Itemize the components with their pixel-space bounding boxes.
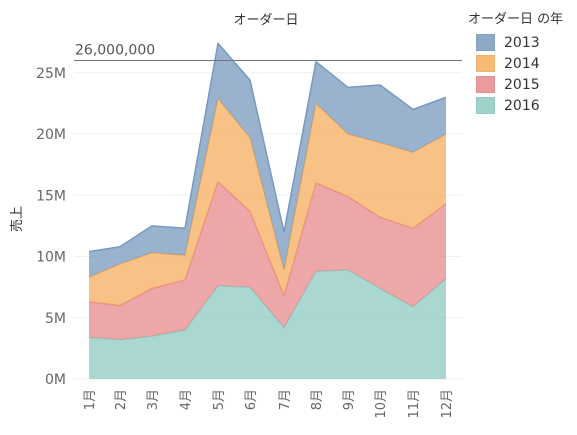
x-tick-label: 4月 (179, 389, 194, 410)
legend-label: 2013 (504, 34, 540, 51)
area-line-2013 (88, 42, 447, 253)
x-tick-label: 6月 (244, 389, 259, 410)
y-tick-label: 10M (36, 250, 66, 266)
x-tick-label: 12月 (440, 389, 455, 419)
legend-swatch (476, 76, 495, 93)
x-tick-label: 5月 (212, 389, 227, 410)
x-tick-label: 9月 (342, 389, 357, 410)
legend-swatch (476, 55, 495, 72)
legend-item-2016[interactable]: 2016 (468, 95, 574, 116)
legend-label: 2016 (504, 97, 540, 114)
legend-swatch (476, 34, 495, 51)
x-tick-label: 11月 (407, 389, 422, 419)
y-tick-label: 15M (36, 188, 66, 204)
area-series-2016 (89, 270, 446, 379)
legend-item-2014[interactable]: 2014 (468, 53, 574, 74)
legend: オーダー日 の年 2013 2014 2015 2016 (468, 8, 574, 116)
chart-title: オーダー日 (233, 13, 298, 28)
reference-line-group: 26,000,000 (74, 43, 462, 61)
legend-label: 2014 (504, 55, 540, 72)
area-series-2015 (89, 181, 446, 340)
area-series-2014 (89, 98, 446, 306)
legend-swatch (476, 97, 495, 114)
stacked-areas (88, 42, 447, 379)
y-tick-label: 5M (45, 311, 66, 327)
x-tick-label: 3月 (146, 389, 161, 410)
x-tick-label: 8月 (310, 389, 325, 410)
legend-title: オーダー日 の年 (468, 12, 564, 27)
x-tick-label: 1月 (83, 389, 98, 410)
y-tick-label: 0M (45, 372, 66, 388)
axes: 0M 5M 10M 15M 20M 25M 1月 2月 3月 4月 5月 6月 7月 8月 9月 10月 11月… (36, 66, 455, 419)
legend-item-2015[interactable]: 2015 (468, 74, 574, 95)
legend-item-2013[interactable]: 2013 (468, 32, 574, 53)
x-tick-label: 10月 (374, 389, 389, 419)
legend-label: 2015 (504, 76, 540, 93)
x-tick-label: 7月 (278, 389, 293, 410)
y-tick-label: 20M (36, 127, 66, 143)
y-axis-label: 売上 (9, 206, 25, 232)
reference-line-label: 26,000,000 (75, 43, 155, 59)
y-tick-label: 25M (36, 66, 66, 82)
legend-items: 2013 2014 2015 2016 (468, 32, 574, 116)
x-tick-label: 2月 (114, 389, 129, 410)
